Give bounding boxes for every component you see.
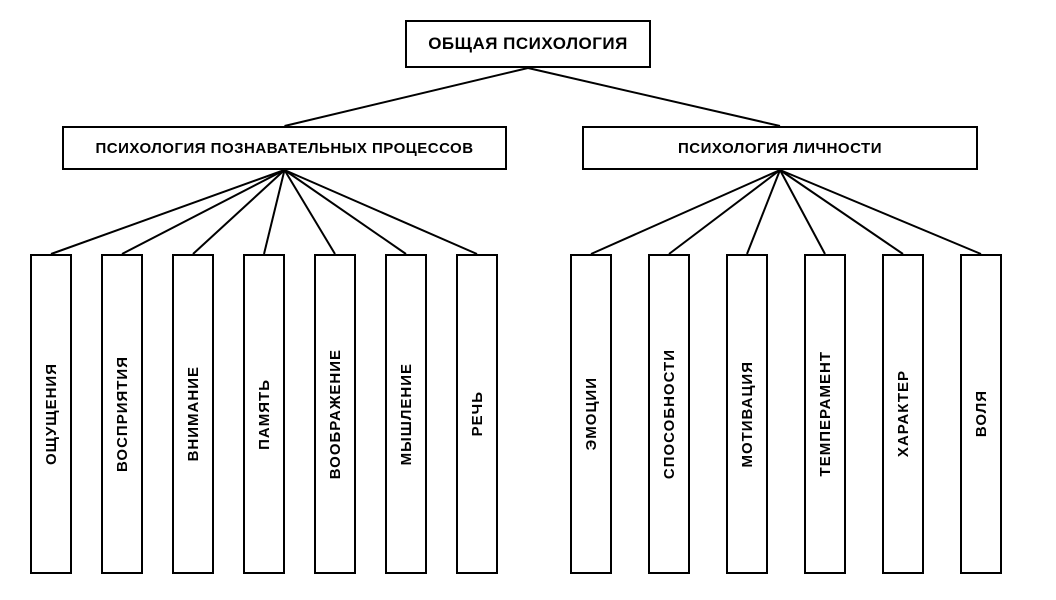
leaf-node: МОТИВАЦИЯ [726, 254, 768, 574]
leaf-node: ВОЛЯ [960, 254, 1002, 574]
leaf-node: ЭМОЦИИ [570, 254, 612, 574]
leaf-node-label: МЫШЛЕНИЕ [398, 363, 415, 465]
leaf-node: ВООБРАЖЕНИЕ [314, 254, 356, 574]
leaf-node-label: РЕЧЬ [469, 391, 486, 436]
leaf-node-label: МОТИВАЦИЯ [739, 361, 756, 468]
leaf-node: РЕЧЬ [456, 254, 498, 574]
root-node: ОБЩАЯ ПСИХОЛОГИЯ [405, 20, 651, 68]
leaf-node: ХАРАКТЕР [882, 254, 924, 574]
leaf-node: ТЕМПЕРАМЕНТ [804, 254, 846, 574]
leaf-node: МЫШЛЕНИЕ [385, 254, 427, 574]
leaf-node-label: ПАМЯТЬ [256, 379, 273, 450]
branch-node-personality: ПСИХОЛОГИЯ ЛИЧНОСТИ [582, 126, 978, 170]
leaf-node: ОЩУЩЕНИЯ [30, 254, 72, 574]
leaf-node-label: ВОЛЯ [973, 390, 990, 437]
leaf-node: ВОСПРИЯТИЯ [101, 254, 143, 574]
leaf-node-label: ХАРАКТЕР [895, 370, 912, 457]
leaf-node: ВНИМАНИЕ [172, 254, 214, 574]
leaf-node-label: ЭМОЦИИ [583, 377, 600, 450]
leaf-node-label: ТЕМПЕРАМЕНТ [817, 351, 834, 476]
leaf-node-label: ВОСПРИЯТИЯ [114, 356, 131, 472]
branch-node-cognitive: ПСИХОЛОГИЯ ПОЗНАВАТЕЛЬНЫХ ПРОЦЕССОВ [62, 126, 507, 170]
leaf-node: ПАМЯТЬ [243, 254, 285, 574]
leaf-node-label: ВНИМАНИЕ [185, 366, 202, 461]
leaf-node: СПОСОБНОСТИ [648, 254, 690, 574]
leaf-node-label: ВООБРАЖЕНИЕ [327, 349, 344, 479]
root-node-label: ОБЩАЯ ПСИХОЛОГИЯ [428, 34, 628, 54]
leaf-node-label: СПОСОБНОСТИ [661, 349, 678, 479]
leaf-node-label: ОЩУЩЕНИЯ [43, 363, 60, 465]
branch-node-label: ПСИХОЛОГИЯ ЛИЧНОСТИ [678, 140, 882, 157]
branch-node-label: ПСИХОЛОГИЯ ПОЗНАВАТЕЛЬНЫХ ПРОЦЕССОВ [95, 140, 473, 157]
